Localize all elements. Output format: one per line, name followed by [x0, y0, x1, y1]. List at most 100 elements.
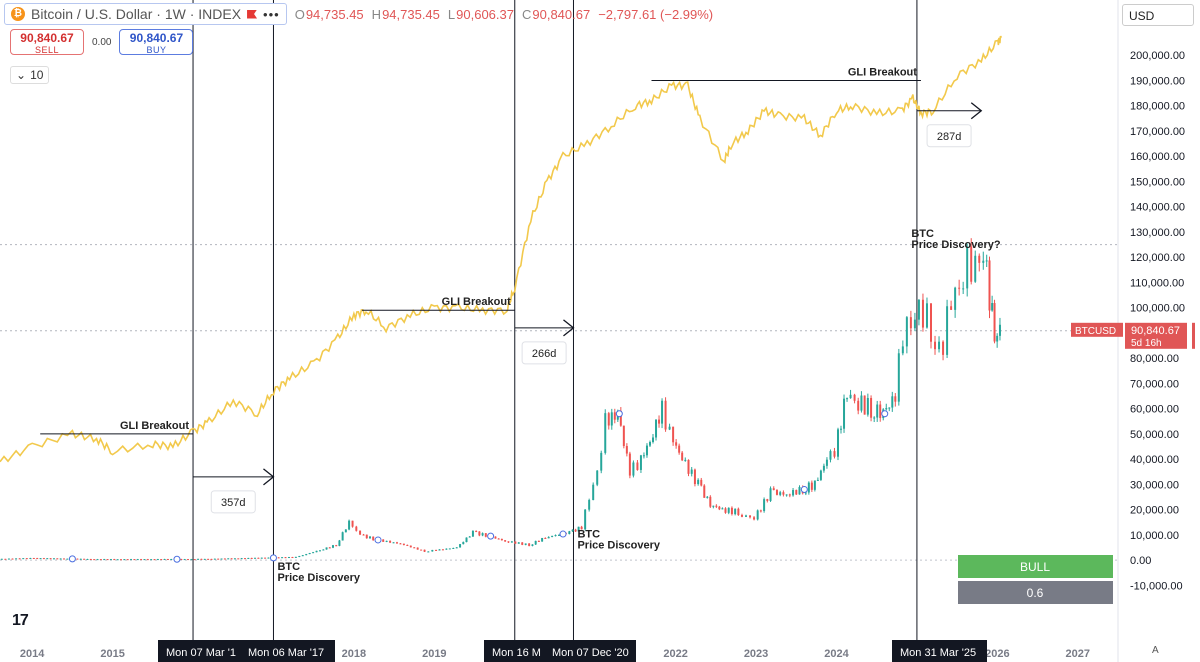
btc-candle — [571, 529, 574, 532]
btc-candle — [642, 455, 645, 457]
indicator-toggle[interactable]: ⌄ 10 — [10, 66, 50, 84]
date-badge — [484, 640, 548, 662]
btc-candle — [993, 303, 996, 342]
btc-candle — [718, 506, 721, 510]
sell-price: 90,840.67 — [20, 31, 74, 45]
symbol-title: Bitcoin / U.S. Dollar · 1W · INDEX — [31, 6, 242, 22]
btc-candle — [610, 412, 613, 426]
btc-candle — [325, 547, 328, 550]
btc-candle — [478, 531, 481, 536]
btc-candle — [655, 419, 658, 438]
date-badge — [158, 640, 240, 662]
btc-candle — [254, 557, 257, 559]
btc-candle — [183, 559, 186, 561]
date-badge-label: Mon 16 M — [492, 647, 541, 659]
btc-candle — [857, 400, 860, 411]
btc-candle — [819, 470, 822, 480]
currency-selector[interactable]: USD — [1122, 4, 1194, 26]
btc-candle — [438, 549, 441, 551]
sell-button[interactable]: 90,840.67 SELL — [10, 29, 84, 55]
btc-candle — [934, 341, 937, 350]
event-marker — [615, 410, 623, 418]
btc-candle — [210, 558, 213, 560]
btc-candle — [96, 559, 99, 561]
btc-candle — [652, 437, 655, 443]
btc-candle — [341, 532, 344, 541]
btc-candle — [985, 260, 988, 262]
btc-candle — [693, 469, 696, 485]
btc-candle — [639, 455, 642, 470]
btc-candle — [866, 398, 869, 415]
date-badge — [892, 640, 987, 662]
btc-candle — [287, 557, 290, 559]
price-discovery-label: Price Discovery — [277, 572, 360, 584]
btc-candle — [772, 488, 775, 491]
btc-candle — [468, 536, 471, 538]
flag-icon[interactable] — [247, 9, 258, 19]
btc-candle — [551, 535, 554, 537]
btc-candle — [740, 515, 743, 517]
more-options-icon[interactable]: ••• — [263, 6, 280, 22]
x-tick-label: 2018 — [342, 648, 366, 660]
btc-candle — [402, 543, 405, 545]
event-marker — [68, 555, 76, 563]
btc-candle — [277, 557, 280, 559]
price-discovery-label: Price Discovery — [577, 539, 660, 551]
buy-button[interactable]: 90,840.67 BUY — [119, 29, 194, 55]
btc-candle — [622, 425, 625, 447]
btc-candle — [574, 529, 577, 532]
btc-candle — [140, 559, 143, 561]
btc-candle — [709, 496, 712, 507]
current-price-badge — [1125, 322, 1187, 349]
btc-candle — [220, 558, 223, 560]
btc-candle — [298, 555, 301, 557]
btc-candle — [180, 559, 183, 561]
btc-candle — [687, 459, 690, 474]
chart-header: ₿ Bitcoin / U.S. Dollar · 1W · INDEX •••… — [4, 3, 713, 25]
auto-scale-button[interactable]: A — [1152, 645, 1159, 656]
btc-candle — [348, 520, 351, 530]
btc-candle — [39, 558, 42, 560]
btc-candle — [846, 398, 849, 400]
btc-candle — [706, 496, 709, 498]
bull-status-label: BULL — [1020, 560, 1050, 574]
btc-candle — [331, 545, 334, 548]
btc-candle — [240, 558, 243, 560]
btc-candle — [810, 482, 813, 490]
btc-candle — [462, 542, 465, 545]
date-badge-label: Mon 07 Dec '20 — [552, 647, 629, 659]
btc-candle — [143, 559, 146, 561]
btc-candle — [351, 520, 354, 527]
btc-candle — [4, 558, 7, 560]
btc-candle — [853, 394, 856, 401]
price-discovery-label: Price Discovery? — [911, 239, 1001, 251]
btc-candle — [966, 246, 969, 289]
btc-candle — [49, 558, 52, 560]
y-tick-label: 80,000.00 — [1130, 353, 1179, 365]
btc-candle — [63, 558, 66, 560]
btc-candle — [257, 557, 260, 559]
btc-candle — [163, 559, 166, 561]
btc-candle — [475, 530, 478, 532]
ohlc-readout: O94,735.45 H94,735.45 L90,606.37 C90,840… — [295, 7, 713, 22]
y-tick-label: 140,000.00 — [1130, 202, 1185, 214]
x-tick-label: 2014 — [20, 648, 45, 660]
btc-candle — [264, 557, 267, 559]
indicator-value: 10 — [30, 68, 44, 82]
btc-candle — [497, 538, 500, 540]
btc-candle — [382, 539, 385, 542]
btc-candle — [645, 445, 648, 456]
symbol-selector[interactable]: ₿ Bitcoin / U.S. Dollar · 1W · INDEX ••• — [4, 3, 287, 25]
btc-candle — [355, 526, 358, 531]
btc-candle — [359, 530, 362, 535]
btc-candle — [312, 552, 315, 554]
btc-candle — [392, 542, 395, 544]
btc-candle — [452, 548, 455, 550]
btc-candle — [537, 540, 540, 542]
btc-candle — [441, 549, 444, 551]
btc-candle — [628, 453, 631, 476]
btc-candle — [193, 559, 196, 561]
btc-candle — [766, 499, 769, 501]
y-tick-label: 40,000.00 — [1130, 454, 1179, 466]
